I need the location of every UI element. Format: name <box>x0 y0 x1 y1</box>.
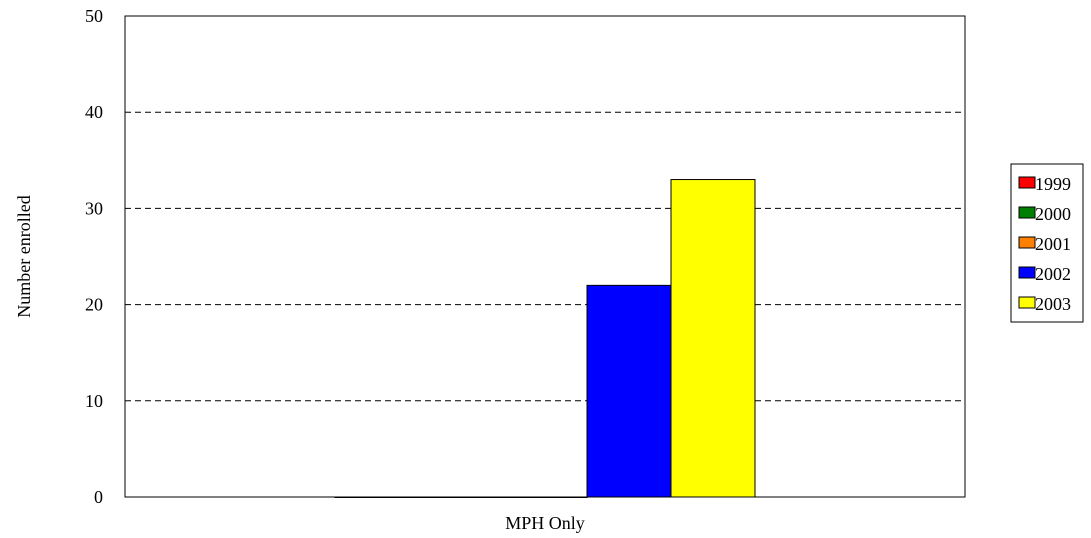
legend-label: 2000 <box>1035 204 1071 224</box>
y-axis-title: Number enrolled <box>14 195 34 317</box>
legend-label: 1999 <box>1035 174 1071 194</box>
legend-swatch-2001 <box>1018 236 1036 249</box>
y-tick-label: 20 <box>85 295 103 315</box>
x-tick-label: MPH Only <box>505 513 585 533</box>
legend-label: 2001 <box>1035 234 1071 254</box>
y-tick-label: 30 <box>85 198 103 218</box>
legend-label: 2003 <box>1035 294 1071 314</box>
y-axis-ticks: 0 10 20 30 40 50 <box>85 6 103 507</box>
bars <box>334 179 756 498</box>
legend: 1999 2000 2001 2002 2003 <box>1010 163 1084 323</box>
legend-swatch-2003 <box>1018 296 1036 309</box>
x-axis-ticks: MPH Only <box>505 513 585 533</box>
bar-2002 <box>586 284 672 498</box>
plot-area-frame <box>124 15 966 498</box>
legend-label: 2002 <box>1035 264 1071 284</box>
y-tick-label: 0 <box>94 487 103 507</box>
legend-swatch-1999 <box>1018 176 1036 189</box>
y-tick-label: 50 <box>85 6 103 26</box>
y-tick-label: 40 <box>85 102 103 122</box>
legend-swatch-2000 <box>1018 206 1036 219</box>
grid-lines <box>125 111 965 402</box>
bar-2003 <box>670 179 756 498</box>
y-tick-label: 10 <box>85 391 103 411</box>
legend-swatch-2002 <box>1018 266 1036 279</box>
